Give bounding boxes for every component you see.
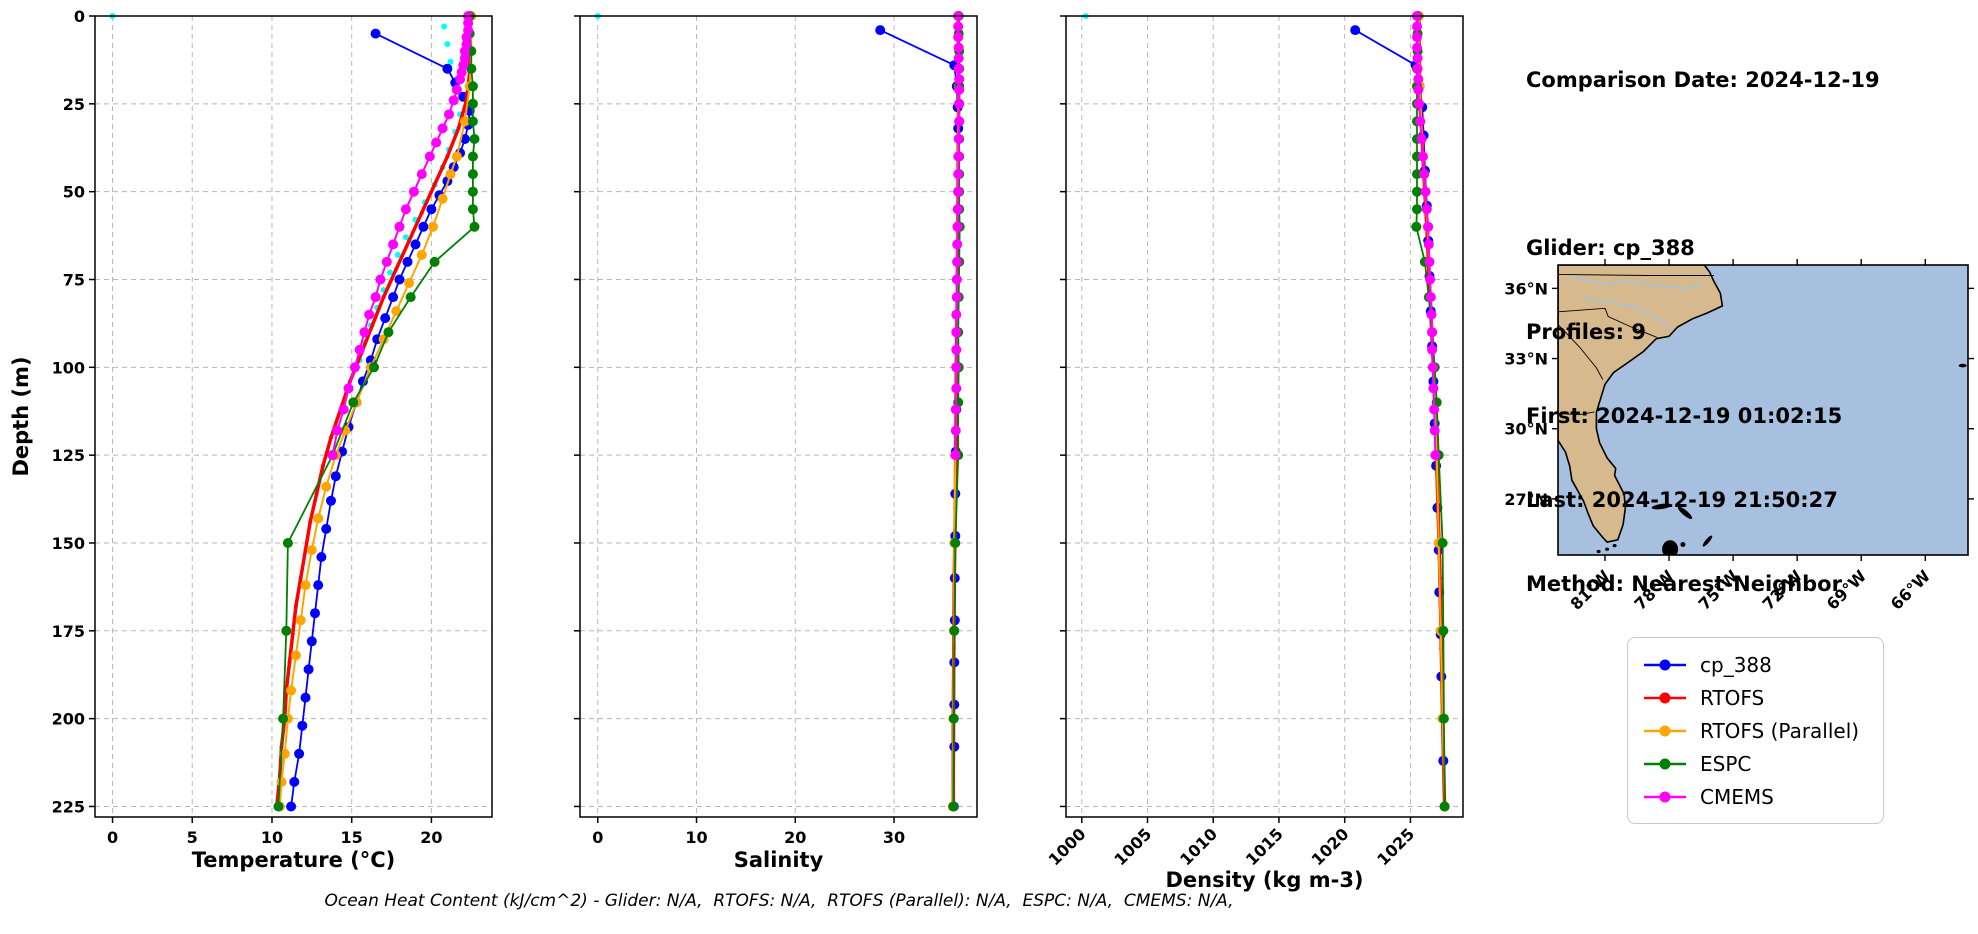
svg-text:125: 125 <box>52 446 85 465</box>
legend-line-marker-icon <box>1644 758 1686 769</box>
legend-line-marker-icon <box>1644 725 1686 736</box>
map-lon-tick-label: 66°W <box>1887 566 1935 614</box>
svg-text:1010: 1010 <box>1176 824 1221 869</box>
svg-text:30: 30 <box>883 828 905 847</box>
depth-axis-label: Depth (m) <box>9 356 33 476</box>
svg-text:1015: 1015 <box>1242 824 1287 869</box>
salinity-axis-label: Salinity <box>734 848 824 872</box>
legend-label: cp_388 <box>1700 652 1772 677</box>
map-lat-tick-label: 30°N <box>1504 420 1548 439</box>
legend-label: RTOFS <box>1700 685 1765 710</box>
svg-text:10: 10 <box>261 828 283 847</box>
svg-text:10: 10 <box>685 828 707 847</box>
map: 81°W 78°W 75°W 72°W 69°W 66°W36°N33°N30°N27°N <box>1504 259 1974 614</box>
comparison-date: Comparison Date: 2024-12-19 <box>1526 68 1880 92</box>
svg-text:20: 20 <box>420 828 442 847</box>
map-frame <box>1557 264 1969 556</box>
state-border-line <box>1558 411 1595 416</box>
series-cmems <box>327 11 474 461</box>
svg-text:75: 75 <box>63 270 85 289</box>
legend-line-marker-icon <box>1644 692 1686 703</box>
glider-name: Glider: cp_388 <box>1526 236 1695 260</box>
metadata-panel: Comparison Date: 2024-12-19 Glider: cp_3… <box>1526 10 1880 626</box>
svg-text:50: 50 <box>63 183 85 202</box>
svg-text:175: 175 <box>52 622 85 641</box>
method: Method: Nearest-Neighbor <box>1526 572 1842 596</box>
svg-text:20: 20 <box>784 828 806 847</box>
series-espc <box>273 11 480 812</box>
series-glider_scatter <box>109 13 465 364</box>
svg-text:1000: 1000 <box>1045 824 1090 869</box>
map-lat-tick-label: 36°N <box>1504 279 1548 298</box>
spacer-line <box>1526 150 1880 178</box>
density-axis-label: Density (kg m-3) <box>1165 868 1363 892</box>
ohc-footer: Ocean Heat Content (kJ/cm^2) - Glider: N… <box>324 891 1234 911</box>
land-coastline <box>1558 265 1724 543</box>
legend-label: CMEMS <box>1700 784 1774 809</box>
legend-label: RTOFS (Parallel) <box>1700 718 1860 743</box>
series-cmems <box>950 11 965 461</box>
svg-text:200: 200 <box>52 710 85 729</box>
series-cp_388 <box>875 25 964 812</box>
state-border-line <box>1558 273 1714 276</box>
svg-text:100: 100 <box>52 358 85 377</box>
svg-text:5: 5 <box>187 828 198 847</box>
svg-text:0: 0 <box>592 828 603 847</box>
legend-label: ESPC <box>1700 751 1752 776</box>
legend-item-espc: ESPC <box>1642 747 1859 780</box>
river-line <box>1583 297 1672 330</box>
svg-text:150: 150 <box>52 534 85 553</box>
legend-line-marker-icon <box>1644 659 1686 670</box>
svg-text:225: 225 <box>52 797 85 816</box>
svg-text:1025: 1025 <box>1373 824 1418 869</box>
state-border-line <box>1558 323 1604 380</box>
temperature-panel: 0 5 10 15 200255075100125150175200225Tempera… <box>52 7 493 872</box>
first-profile-time: First: 2024-12-19 01:02:15 <box>1526 404 1843 428</box>
svg-text:0: 0 <box>74 7 85 26</box>
svg-text:1005: 1005 <box>1110 824 1155 869</box>
legend-item-cmems: CMEMS <box>1642 780 1859 813</box>
temperature-axis-label: Temperature (°C) <box>192 848 395 872</box>
state-border-line <box>1558 307 1658 338</box>
islands <box>1596 363 1967 555</box>
legend-item-cp-388: cp_388 <box>1642 648 1859 681</box>
legend-item-rtofs-parallel: RTOFS (Parallel) <box>1642 714 1859 747</box>
map-lat-tick-label: 27°N <box>1504 490 1548 509</box>
river-line <box>1570 276 1704 290</box>
svg-text:0: 0 <box>107 828 118 847</box>
svg-text:15: 15 <box>341 828 363 847</box>
legend-line-marker-icon <box>1644 791 1686 802</box>
salinity-panel: 0 10 20 30 Salinity <box>574 11 978 872</box>
density-panel: 1000 1005 1010 1015 1020 1025 Density (kg m-3) <box>1045 11 1464 892</box>
legend: cp_388 RTOFS RTOFS (Parallel) ESPC CMEMS <box>1627 637 1885 824</box>
legend-item-rtofs: RTOFS <box>1642 681 1859 714</box>
last-profile-time: Last: 2024-12-19 21:50:27 <box>1526 488 1838 512</box>
svg-text:1020: 1020 <box>1308 824 1353 869</box>
series-cmems <box>1412 11 1441 461</box>
profiles-count: Profiles: 9 <box>1526 320 1647 344</box>
series-cp_388 <box>286 28 475 812</box>
svg-text:25: 25 <box>63 95 85 114</box>
map-geography <box>1558 265 1967 555</box>
map-lat-tick-label: 33°N <box>1504 350 1548 369</box>
